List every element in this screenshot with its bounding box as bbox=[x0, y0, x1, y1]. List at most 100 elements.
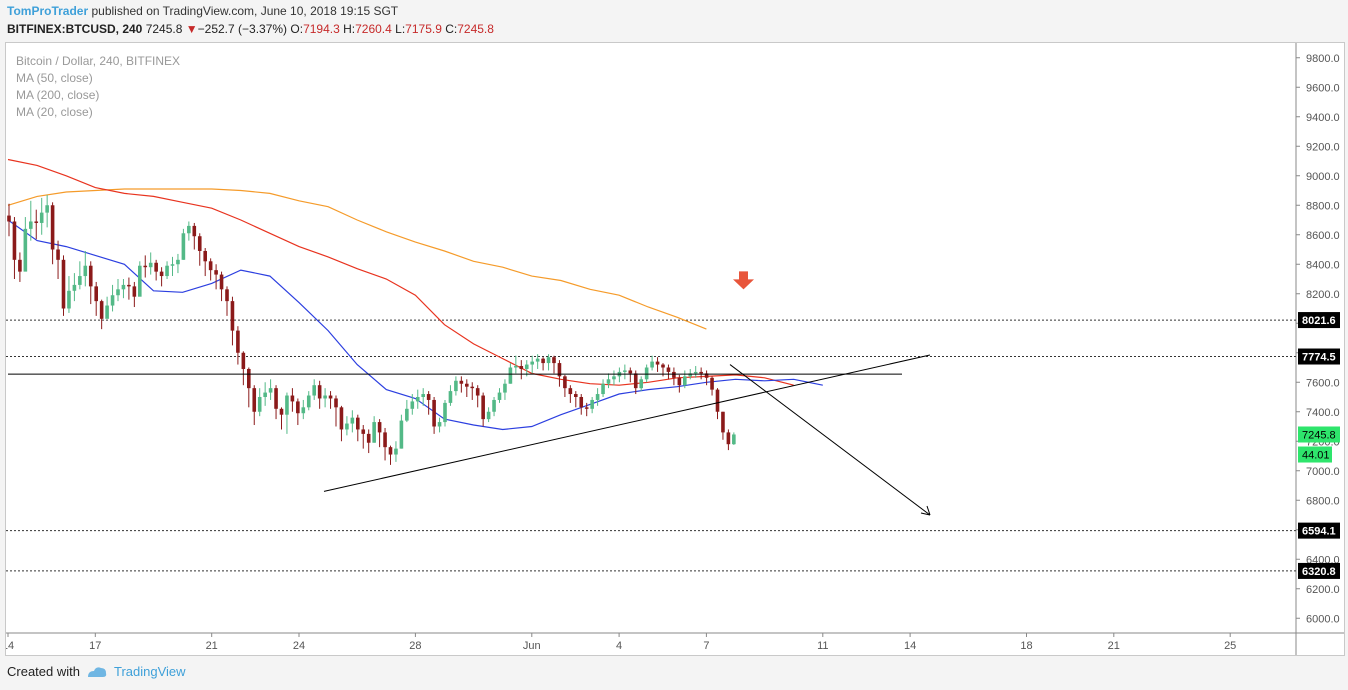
candle-down bbox=[432, 399, 436, 427]
candle-down bbox=[241, 352, 246, 369]
candle-up bbox=[421, 394, 425, 397]
candle-up bbox=[497, 392, 502, 400]
candle-up bbox=[595, 394, 600, 400]
published-text: published on TradingView.com, June 10, 2… bbox=[91, 4, 399, 18]
candle-up bbox=[83, 265, 88, 277]
projection-arrowhead-icon bbox=[920, 505, 931, 516]
candle-down bbox=[557, 363, 562, 377]
candle-down bbox=[334, 398, 338, 408]
candle-up bbox=[612, 376, 616, 380]
candle-down bbox=[710, 377, 714, 390]
candle-up bbox=[23, 228, 28, 272]
candle-up bbox=[110, 295, 115, 306]
price-tick-label: 8400.0 bbox=[1306, 259, 1340, 271]
candle-down bbox=[7, 215, 11, 222]
candle-up bbox=[138, 265, 142, 297]
candle-down bbox=[366, 433, 371, 443]
low-value: 7175.9 bbox=[405, 22, 442, 36]
support-trendline bbox=[323, 354, 931, 492]
time-tick-label: 21 bbox=[206, 640, 218, 652]
candle-up bbox=[535, 358, 540, 362]
candle-down bbox=[704, 373, 709, 378]
down-arrow-marker-icon bbox=[733, 271, 754, 290]
candle-down bbox=[361, 429, 366, 434]
tradingview-logo-icon bbox=[87, 666, 107, 677]
time-tick-label: 17 bbox=[89, 640, 101, 652]
candle-down bbox=[132, 286, 137, 297]
price-tick-label: 7400.0 bbox=[1306, 407, 1340, 419]
time-tick-label: 14 bbox=[6, 640, 14, 652]
time-tick-label: 28 bbox=[409, 640, 421, 652]
candle-up bbox=[530, 361, 534, 365]
chart-frame[interactable]: 6000.06200.06400.06600.06800.07000.07200… bbox=[2, 42, 1345, 656]
candle-down bbox=[247, 368, 251, 389]
candle-down bbox=[127, 284, 131, 287]
candle-up bbox=[486, 411, 491, 420]
candle-down bbox=[715, 389, 720, 412]
candle-up bbox=[116, 289, 120, 296]
price-chart[interactable]: 6000.06200.06400.06600.06800.07000.07200… bbox=[2, 43, 1344, 655]
footer: Created with TradingView bbox=[7, 664, 186, 679]
candle-up bbox=[257, 397, 262, 412]
candle-down bbox=[563, 376, 567, 389]
candle-up bbox=[394, 448, 398, 455]
candle-down bbox=[236, 330, 240, 353]
level-price-label: 6594.1 bbox=[1302, 526, 1336, 538]
change-value: −252.7 (−3.37%) bbox=[197, 22, 288, 36]
candle-up bbox=[105, 305, 109, 319]
price-tick-label: 6800.0 bbox=[1306, 495, 1340, 507]
time-tick-label: 7 bbox=[703, 640, 709, 652]
candle-down bbox=[568, 388, 573, 395]
candle-down bbox=[18, 259, 22, 272]
level-price-label: 6320.8 bbox=[1302, 566, 1336, 578]
level-price-label: 7774.5 bbox=[1302, 352, 1336, 364]
candle-up bbox=[323, 395, 327, 399]
open-label: O: bbox=[290, 22, 304, 36]
candle-up bbox=[415, 397, 420, 402]
candle-down bbox=[208, 261, 213, 271]
price-tick-label: 8600.0 bbox=[1306, 230, 1340, 242]
low-label: L: bbox=[395, 22, 406, 36]
legend-ma20: MA (20, close) bbox=[16, 105, 93, 119]
close-value: 7245.8 bbox=[457, 22, 494, 36]
candle-up bbox=[650, 361, 654, 368]
symbol-label: BITFINEX:BTCUSD, 240 bbox=[7, 22, 143, 36]
author-name[interactable]: TomProTrader bbox=[7, 4, 89, 18]
candle-up bbox=[688, 373, 693, 377]
candle-down bbox=[465, 383, 469, 387]
candle-up bbox=[405, 408, 409, 421]
candle-down bbox=[655, 361, 660, 365]
candle-down bbox=[252, 388, 257, 412]
candle-down bbox=[192, 225, 197, 237]
candle-up bbox=[29, 221, 33, 229]
candle-up bbox=[72, 284, 77, 291]
candle-down bbox=[541, 358, 545, 364]
candle-up bbox=[546, 357, 551, 364]
candle-up bbox=[148, 262, 153, 268]
candle-up bbox=[268, 388, 273, 393]
time-tick-label: 4 bbox=[616, 640, 622, 652]
candle-up bbox=[590, 399, 594, 409]
price-tick-label: 6200.0 bbox=[1306, 584, 1340, 596]
candle-down bbox=[12, 221, 17, 260]
price-tick-label: 7000.0 bbox=[1306, 466, 1340, 478]
price-tick-label: 9600.0 bbox=[1306, 82, 1340, 94]
close-label: C: bbox=[445, 22, 458, 36]
candle-up bbox=[683, 376, 687, 386]
candle-up bbox=[508, 367, 513, 384]
candle-down bbox=[574, 394, 578, 397]
legend-title: Bitcoin / Dollar, 240, BITFINEX bbox=[16, 54, 180, 68]
candle-down bbox=[584, 407, 589, 409]
candle-down bbox=[159, 271, 164, 277]
price-tick-label: 9000.0 bbox=[1306, 171, 1340, 183]
candle-up bbox=[732, 434, 736, 445]
candle-down bbox=[339, 407, 344, 430]
high-value: 7260.4 bbox=[355, 22, 392, 36]
candle-down bbox=[356, 417, 360, 430]
candle-up bbox=[448, 391, 453, 403]
down-arrow-icon: ▼ bbox=[185, 22, 198, 36]
candle-up bbox=[410, 401, 415, 409]
plot-area[interactable] bbox=[6, 43, 1296, 633]
ma50-line bbox=[7, 158, 794, 386]
tradingview-brand-link[interactable]: TradingView bbox=[113, 664, 186, 679]
